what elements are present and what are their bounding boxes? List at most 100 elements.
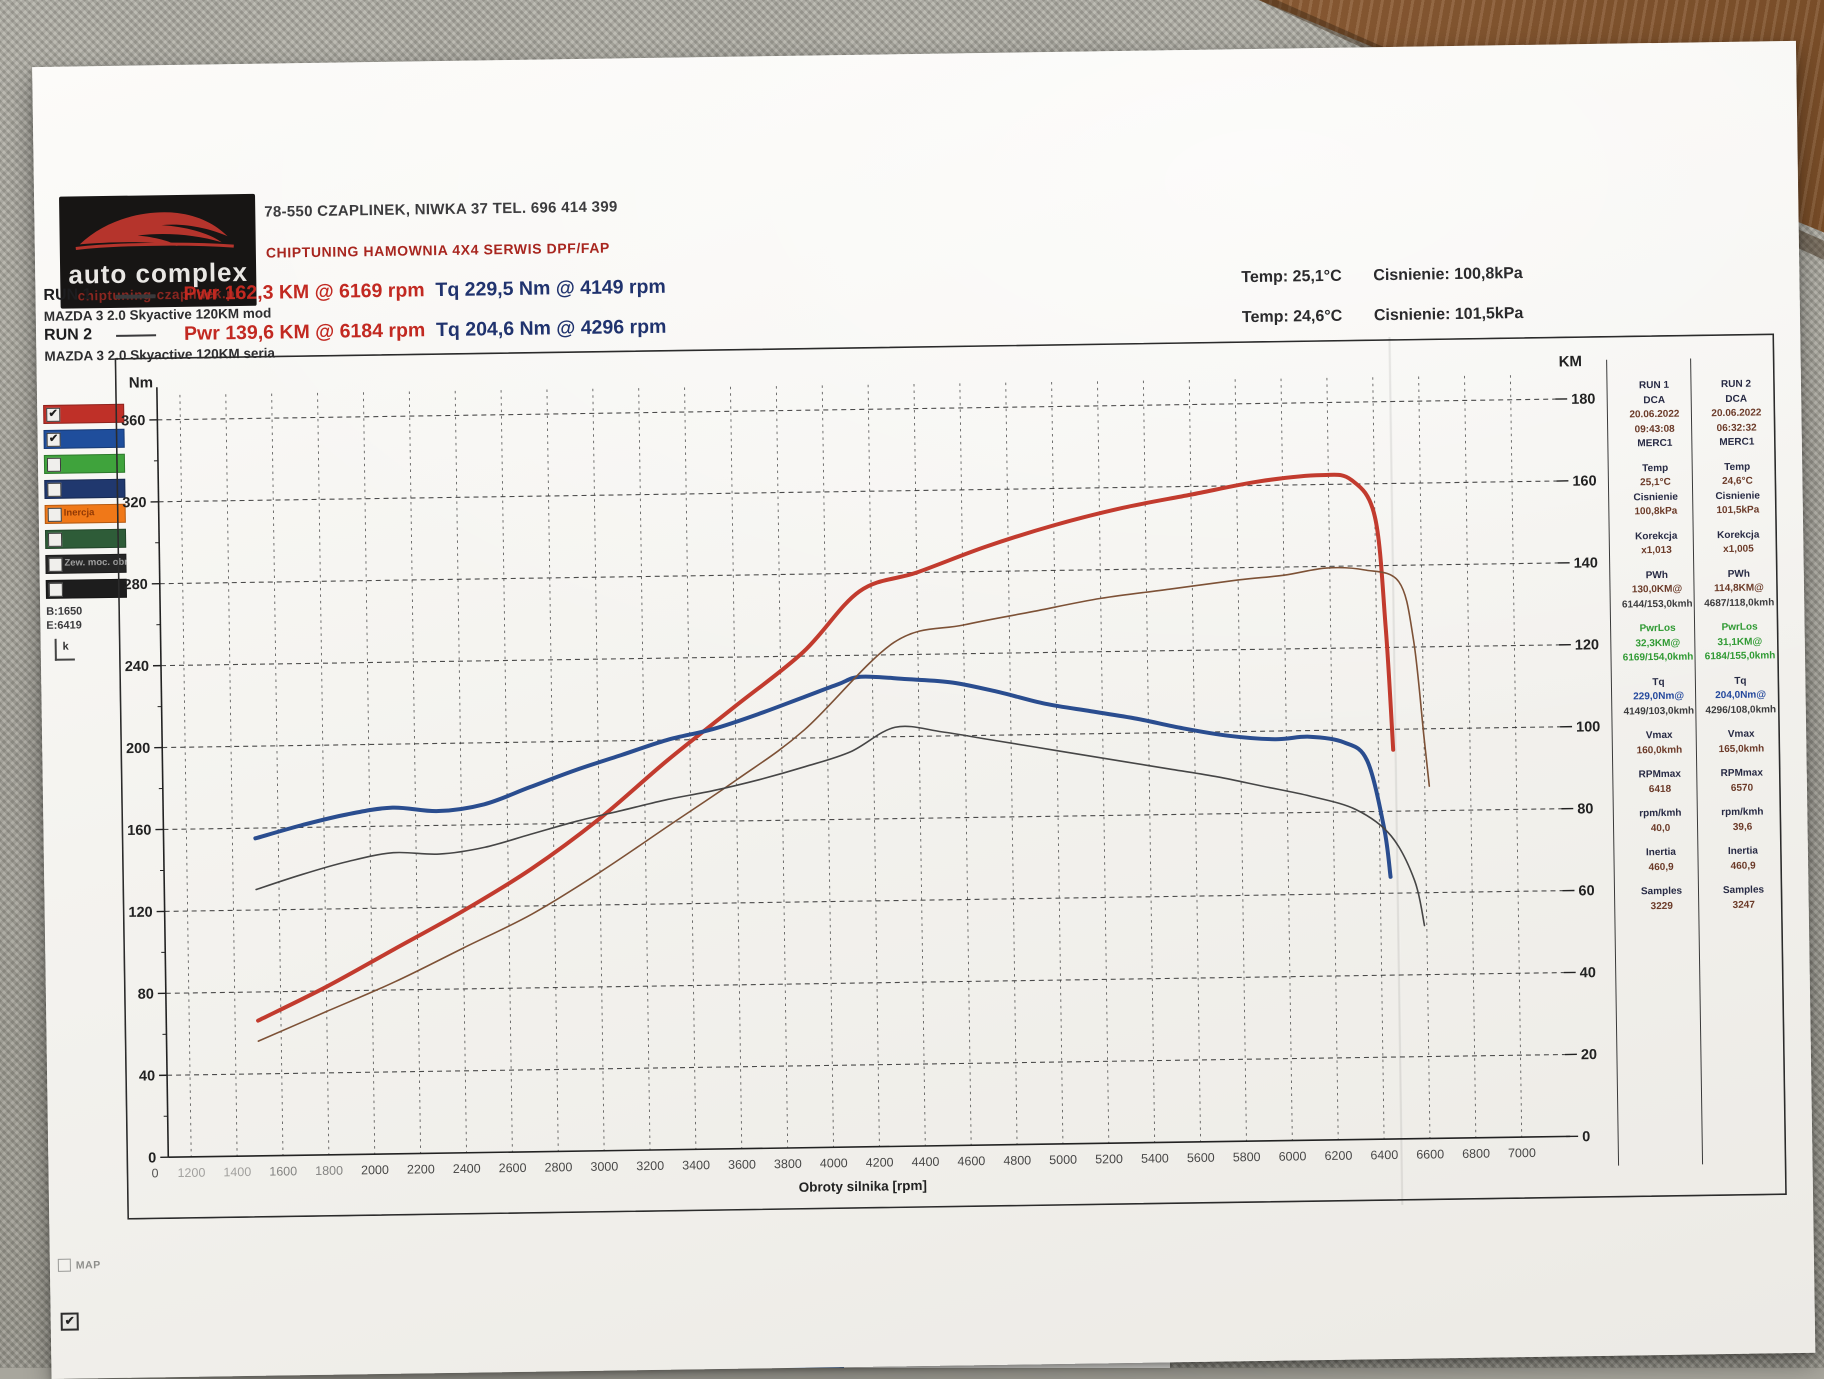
- panel-row: 101,5kPa: [1696, 503, 1780, 519]
- legend-checkbox-4[interactable]: [47, 482, 61, 496]
- gridline-vertical: [226, 394, 237, 1156]
- legend-checkbox-1[interactable]: ✔: [46, 407, 60, 421]
- panel-row: Korekcja: [1696, 528, 1780, 544]
- gridline-vertical: [1098, 381, 1109, 1143]
- gridline-vertical: [501, 390, 512, 1152]
- x-axis-tick-label: 6200: [1324, 1149, 1352, 1163]
- legend-item-2[interactable]: ✔: [43, 429, 124, 449]
- gridline-vertical: [1419, 377, 1430, 1139]
- panel-row: rpm/kmh: [1700, 805, 1784, 821]
- left-axis-line: [157, 387, 168, 1157]
- legend-item-8[interactable]: [46, 579, 127, 599]
- panel-row: RUN 1: [1612, 378, 1696, 394]
- gridline-vertical: [1052, 382, 1063, 1144]
- panel-row: rpm/kmh: [1618, 806, 1702, 822]
- x-axis-tick-label: 3800: [774, 1157, 802, 1171]
- legend-item-6[interactable]: [45, 529, 126, 549]
- gridline-vertical: [685, 387, 696, 1149]
- k-button[interactable]: k: [55, 639, 75, 661]
- x-axis-tick-label: 5800: [1233, 1150, 1261, 1164]
- legend-item-7[interactable]: Zew. moc. obr: [45, 554, 126, 574]
- panel-row: MERC1: [1613, 436, 1697, 452]
- x-axis-tick-label: 4400: [912, 1155, 940, 1169]
- x-axis-tick-label: 1600: [269, 1164, 297, 1178]
- gridline-horizontal: [159, 481, 1557, 502]
- x-axis-tick-label: 2200: [407, 1162, 435, 1176]
- map-checkbox[interactable]: [58, 1259, 71, 1272]
- x-axis-tick-label: 2800: [544, 1160, 572, 1174]
- legend-checkbox-5[interactable]: [48, 507, 62, 521]
- right-axis-tick-label: 100: [1576, 719, 1600, 735]
- panel-row: 6144/153,0kmh: [1615, 597, 1699, 613]
- panel-row: 20.06.2022: [1612, 407, 1696, 423]
- x-axis-tick-label: 6800: [1462, 1147, 1490, 1161]
- legend-checkbox-8[interactable]: [49, 582, 63, 596]
- right-axis-tick-label: 140: [1574, 555, 1598, 571]
- x-axis-tick-label: 4000: [820, 1156, 848, 1170]
- legend-item-1[interactable]: ✔: [43, 404, 124, 424]
- x-axis-tick-label: 3600: [728, 1157, 756, 1171]
- run1-label: RUN 1: [43, 286, 91, 305]
- x-axis-title: Obroty silnika [rpm]: [799, 1178, 927, 1195]
- x-axis-line: [168, 1136, 1570, 1157]
- gridline-vertical: [363, 392, 374, 1154]
- panel-row: 24,6°C: [1695, 474, 1779, 490]
- left-axis-tick-label: 40: [139, 1068, 155, 1084]
- panel-row: 229,0Nm@: [1617, 689, 1701, 705]
- left-axis-tick-label: 320: [122, 495, 146, 511]
- legend-checkbox-3[interactable]: [47, 457, 61, 471]
- panel-row: 40,0: [1618, 821, 1702, 837]
- map-label: MAP: [76, 1259, 101, 1271]
- panel-row: 06:32:32: [1695, 421, 1779, 437]
- panel-row: Tq: [1616, 675, 1700, 691]
- panel-row: 20.06.2022: [1694, 406, 1778, 422]
- legend-checkbox-2[interactable]: ✔: [47, 432, 61, 446]
- panel-row: RUN 2: [1694, 377, 1778, 393]
- right-axis-tick-label: 40: [1580, 965, 1596, 981]
- gridline-vertical: [1281, 379, 1292, 1141]
- legend-checkbox-7[interactable]: [48, 557, 62, 571]
- legend-item-5[interactable]: Inercja: [45, 504, 126, 524]
- bottom-checkbox[interactable]: ✔: [61, 1313, 79, 1331]
- x-axis-tick-label: 6400: [1370, 1148, 1398, 1162]
- x-axis-tick-label: 4600: [957, 1154, 985, 1168]
- x-axis-tick-label: 3000: [590, 1160, 618, 1174]
- gridline-vertical: [1327, 378, 1338, 1140]
- x-axis-tick-label: 4200: [866, 1155, 894, 1169]
- gridline-vertical: [1465, 376, 1476, 1138]
- run1-torque-value: Tq 229,5 Nm @ 4149 rpm: [435, 276, 666, 302]
- gridline-horizontal: [163, 809, 1561, 830]
- panel-row: x1,005: [1696, 542, 1780, 558]
- chart-frame: [115, 334, 1786, 1219]
- gridline-vertical: [455, 391, 466, 1153]
- gridline-vertical: [868, 385, 879, 1147]
- gridline-vertical: [318, 393, 329, 1155]
- legend-checkbox-6[interactable]: [48, 532, 62, 546]
- gridline-horizontal: [157, 399, 1555, 420]
- panel-row: Tq: [1698, 674, 1782, 690]
- right-axis-tick-label: 180: [1571, 392, 1595, 408]
- panel-row: 204,0Nm@: [1699, 688, 1783, 704]
- left-axis-tick-label: 360: [121, 413, 145, 429]
- panel-row: DCA: [1694, 392, 1778, 408]
- gridline-vertical: [776, 386, 787, 1148]
- right-axis-title: KM: [1559, 353, 1583, 370]
- x-axis-tick-label: 4800: [1003, 1153, 1031, 1167]
- x-axis-tick-label: 2600: [499, 1161, 527, 1175]
- panel-row: 32,3KM@: [1616, 636, 1700, 652]
- panel-row: 100,8kPa: [1614, 504, 1698, 520]
- panel-row: Temp: [1695, 460, 1779, 476]
- legend-item-3[interactable]: [44, 454, 125, 474]
- x-axis-tick-label: 7000: [1508, 1146, 1536, 1160]
- gridline-vertical: [180, 395, 191, 1157]
- x-axis-origin-label: 0: [151, 1166, 158, 1180]
- legend-item-4[interactable]: [44, 479, 125, 499]
- map-option[interactable]: MAP: [58, 1258, 101, 1272]
- left-axis-tick-label: 280: [123, 577, 147, 593]
- panel-row: x1,013: [1614, 543, 1698, 559]
- curve-run-2-power: [252, 566, 1433, 1041]
- panel-row: DCA: [1612, 393, 1696, 409]
- left-axis-tick-label: 120: [128, 905, 152, 921]
